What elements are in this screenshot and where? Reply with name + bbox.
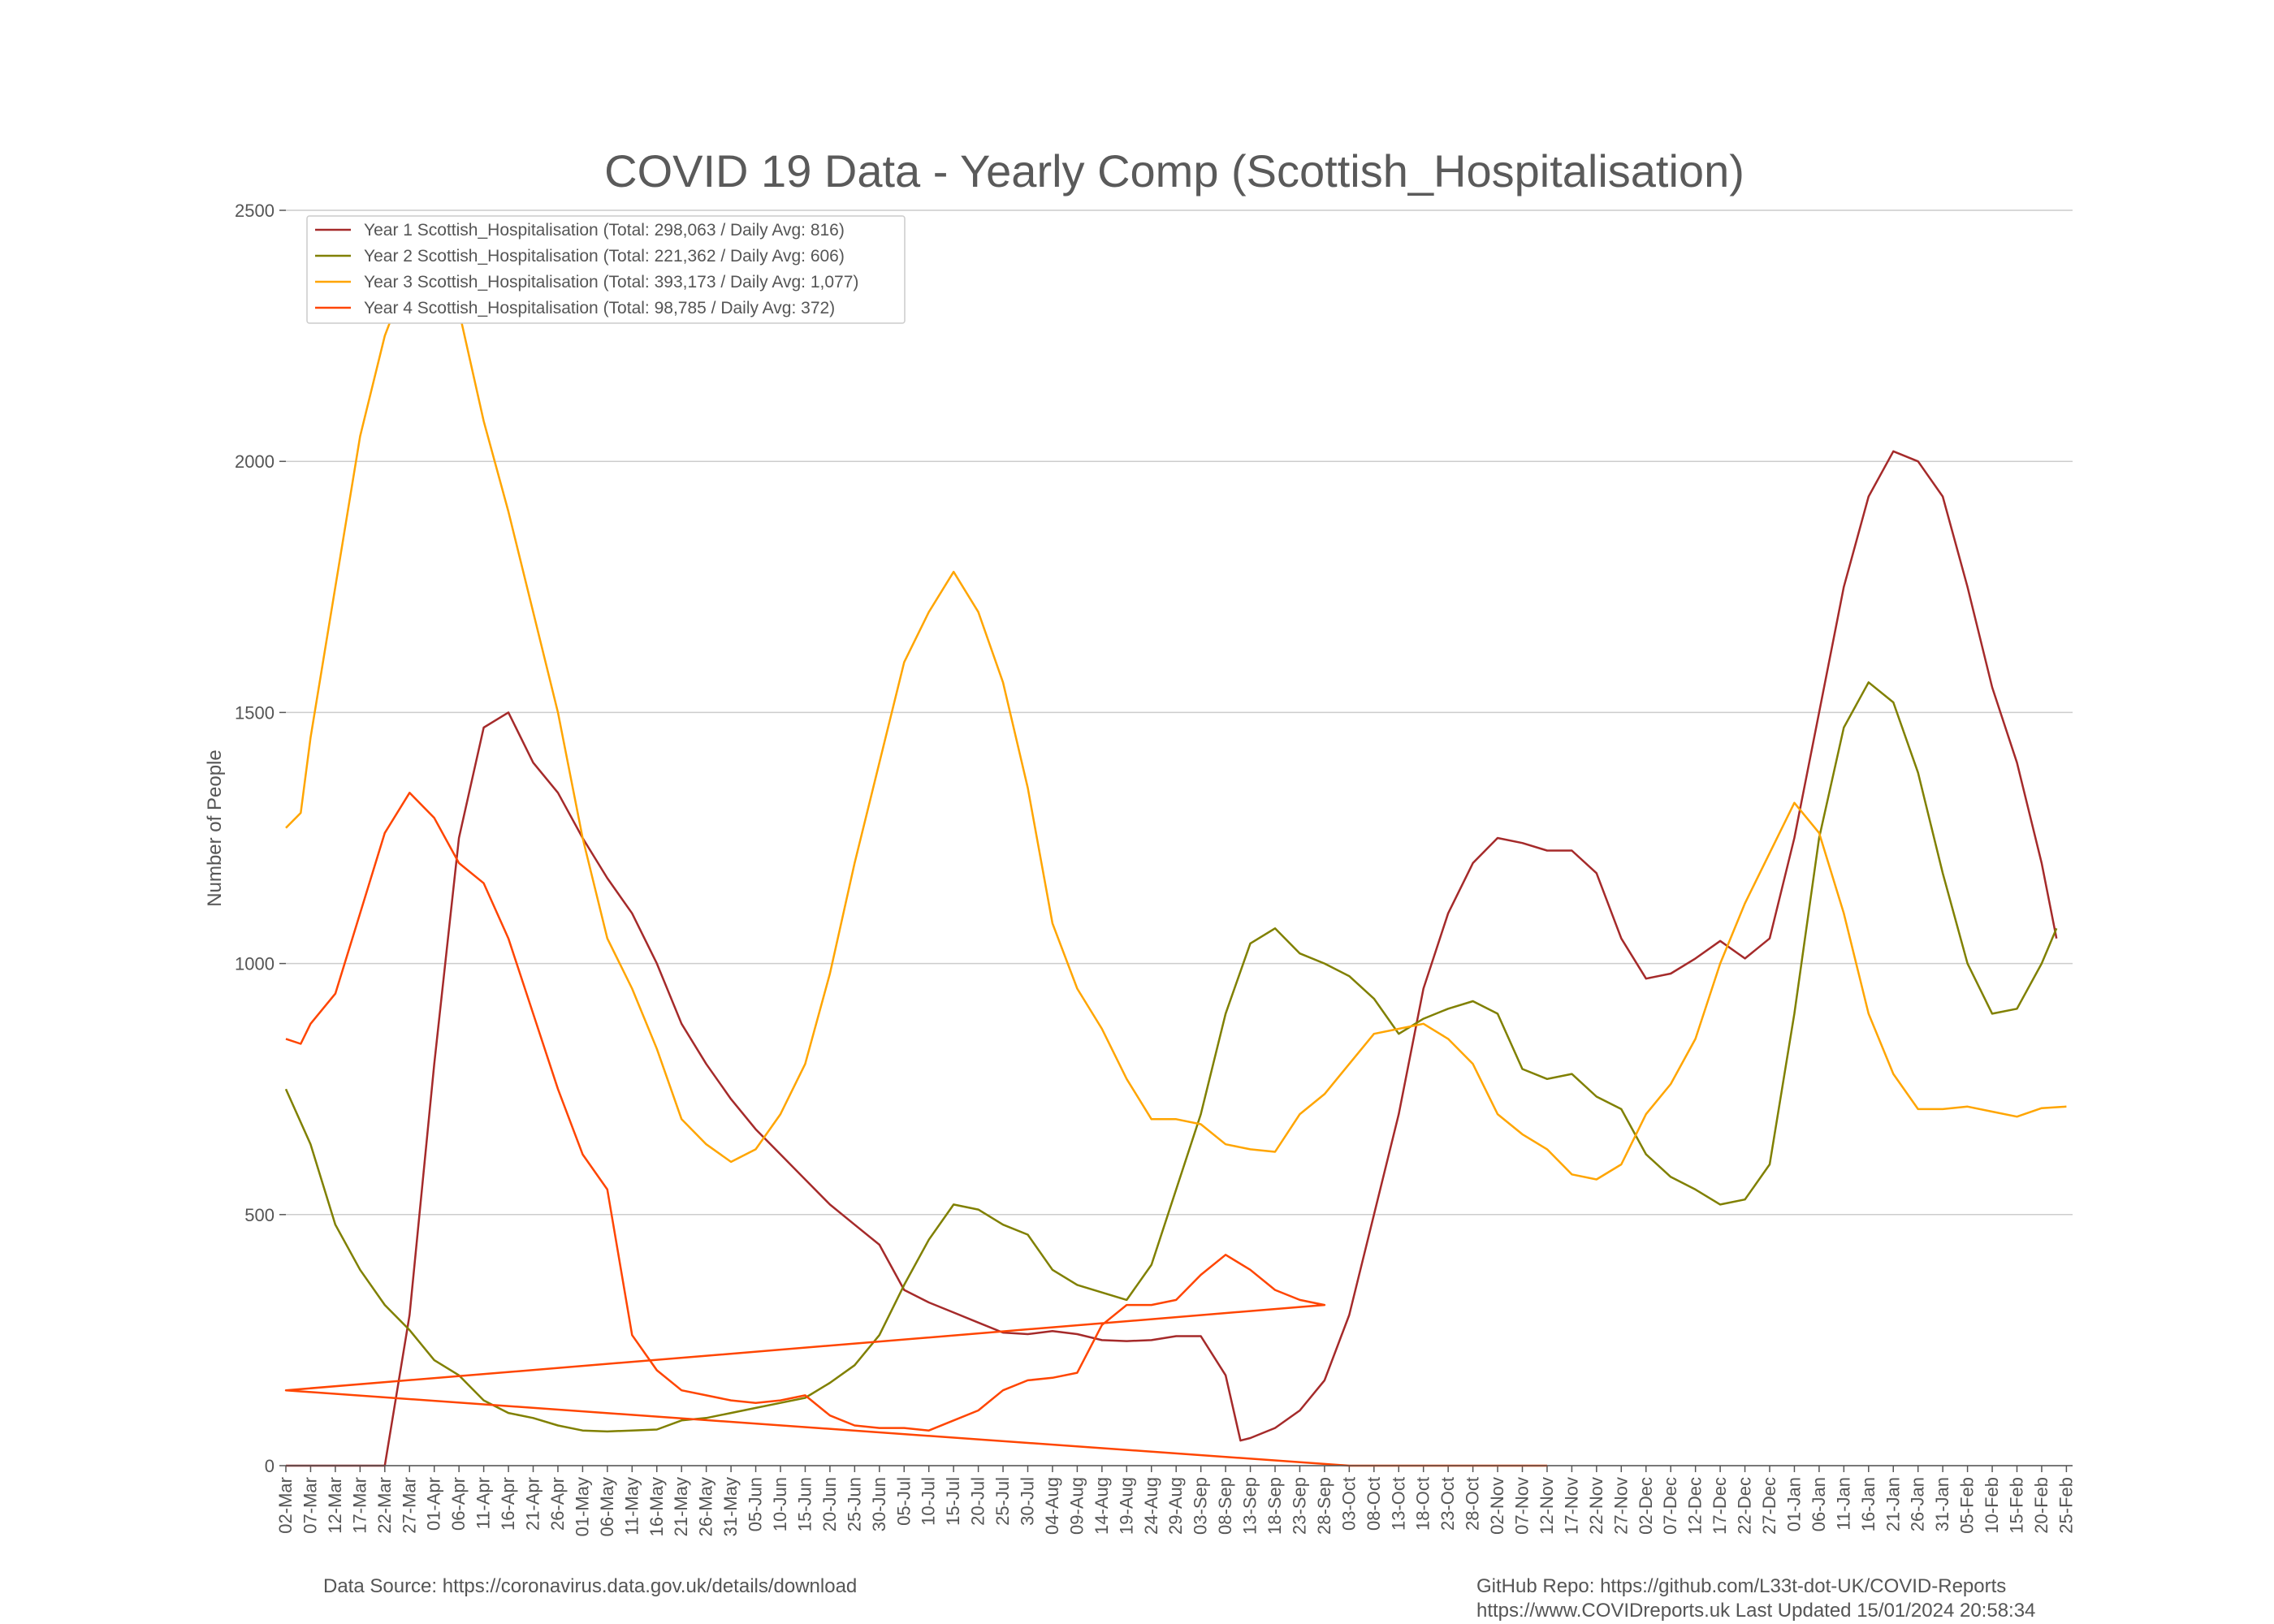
x-tick-label: 07-Dec — [1660, 1477, 1680, 1535]
x-tick-label: 19-Aug — [1116, 1477, 1136, 1535]
x-tick-label: 21-May — [671, 1477, 691, 1536]
series-lines — [284, 249, 2067, 1467]
x-tick-label: 02-Nov — [1487, 1477, 1507, 1535]
x-tick-label: 23-Sep — [1289, 1477, 1309, 1535]
x-tick-label: 01-May — [572, 1477, 592, 1536]
site-updated-text[interactable]: https://www.COVIDreports.uk Last Updated… — [1476, 1600, 2036, 1622]
y-axis-label: Number of People — [204, 749, 226, 906]
x-tick-label: 25-Jul — [992, 1477, 1013, 1526]
x-tick-label: 02-Mar — [275, 1477, 296, 1534]
x-tick-label: 15-Jul — [943, 1477, 963, 1526]
x-tick-label: 10-Jun — [770, 1477, 790, 1531]
x-tick-label: 09-Aug — [1066, 1477, 1087, 1535]
x-tick-label: 27-Nov — [1610, 1477, 1631, 1535]
series-line-year-3 — [285, 249, 2067, 1181]
legend-label-year-2[interactable]: Year 2 Scottish_Hospitalisation (Total: … — [364, 247, 845, 266]
y-tick-label: 2500 — [235, 201, 275, 221]
x-tick-label: 11-May — [621, 1477, 642, 1535]
x-tick-label: 15-Feb — [2007, 1477, 2027, 1534]
x-tick-label: 29-Aug — [1165, 1477, 1186, 1535]
x-tick-label: 10-Jul — [919, 1477, 939, 1526]
x-tick-label: 07-Nov — [1512, 1477, 1533, 1535]
x-tick-label: 26-Jan — [1908, 1477, 1928, 1531]
x-tick-label: 27-Mar — [399, 1477, 419, 1534]
x-tick-label: 26-Apr — [547, 1477, 568, 1531]
x-axis-ticks: 02-Mar 07-Mar 12-Mar 17-Mar 22-Mar 27-Mar 01-A… — [275, 1466, 2076, 1536]
y-tick-label: 0 — [265, 1456, 275, 1476]
x-tick-label: 23-Oct — [1437, 1477, 1458, 1531]
x-tick-label: 04-Aug — [1042, 1477, 1062, 1535]
x-tick-label: 28-Sep — [1314, 1477, 1334, 1535]
x-tick-label: 05-Jul — [893, 1477, 914, 1526]
x-tick-label: 05-Feb — [1957, 1477, 1978, 1534]
legend[interactable]: Year 1 Scottish_Hospitalisation (Total: … — [306, 215, 906, 324]
x-tick-label: 15-Jun — [794, 1477, 815, 1531]
x-tick-label: 16-Jan — [1858, 1477, 1878, 1531]
legend-label-year-3[interactable]: Year 3 Scottish_Hospitalisation (Total: … — [364, 273, 858, 292]
x-tick-label: 20-Jul — [968, 1477, 988, 1526]
y-tick-label: 2000 — [235, 451, 275, 472]
legend-label-year-4[interactable]: Year 4 Scottish_Hospitalisation (Total: … — [364, 299, 835, 317]
x-tick-label: 02-Dec — [1636, 1477, 1656, 1535]
x-tick-label: 16-Apr — [498, 1477, 518, 1531]
x-tick-label: 13-Oct — [1388, 1477, 1408, 1531]
x-tick-label: 11-Apr — [473, 1477, 494, 1529]
x-tick-label: 03-Sep — [1191, 1477, 1211, 1535]
series-line-year-4 — [284, 792, 1547, 1467]
x-tick-label: 10-Feb — [1982, 1477, 2002, 1534]
x-tick-label: 08-Oct — [1364, 1477, 1384, 1531]
x-tick-label: 31-Jan — [1932, 1477, 1952, 1531]
x-tick-label: 21-Apr — [523, 1477, 543, 1531]
github-repo-text[interactable]: GitHub Repo: https://github.com/L33t-dot… — [1476, 1575, 2007, 1597]
x-tick-label: 14-Aug — [1092, 1477, 1112, 1535]
x-tick-label: 06-May — [597, 1477, 617, 1536]
x-tick-label: 06-Jan — [1809, 1477, 1829, 1531]
x-tick-label: 01-Apr — [424, 1477, 444, 1531]
x-tick-label: 12-Mar — [325, 1477, 345, 1534]
x-tick-label: 17-Dec — [1710, 1477, 1730, 1535]
x-tick-label: 07-Mar — [300, 1477, 320, 1534]
x-tick-label: 22-Dec — [1735, 1477, 1755, 1535]
x-tick-label: 30-Jun — [869, 1477, 889, 1531]
x-tick-label: 28-Oct — [1463, 1477, 1483, 1531]
x-tick-label: 08-Sep — [1215, 1477, 1235, 1535]
chart-title: COVID 19 Data - Yearly Comp (Scottish_Ho… — [604, 145, 1744, 197]
x-tick-label: 20-Feb — [2031, 1477, 2051, 1534]
x-tick-label: 17-Nov — [1561, 1477, 1581, 1535]
x-tick-label: 03-Oct — [1338, 1477, 1359, 1531]
x-tick-label: 06-Apr — [448, 1477, 469, 1531]
x-tick-label: 13-Sep — [1240, 1477, 1260, 1535]
y-tick-label: 1000 — [235, 954, 275, 974]
x-tick-label: 31-May — [720, 1477, 741, 1536]
x-tick-label: 12-Dec — [1685, 1477, 1706, 1535]
legend-label-year-1[interactable]: Year 1 Scottish_Hospitalisation (Total: … — [364, 221, 845, 240]
x-tick-label: 24-Aug — [1141, 1477, 1161, 1535]
x-tick-label: 18-Oct — [1413, 1477, 1433, 1531]
x-tick-label: 30-Jul — [1018, 1477, 1038, 1526]
y-tick-label: 500 — [244, 1205, 275, 1225]
x-tick-label: 16-May — [646, 1477, 667, 1536]
x-tick-label: 01-Jan — [1783, 1477, 1804, 1531]
x-tick-label: 26-May — [696, 1477, 716, 1536]
data-source-text: Data Source: https://coronavirus.data.go… — [323, 1575, 858, 1597]
x-tick-label: 18-Sep — [1265, 1477, 1285, 1535]
y-tick-label: 1500 — [235, 702, 275, 723]
x-tick-label: 20-Jun — [819, 1477, 840, 1531]
x-tick-label: 27-Dec — [1759, 1477, 1779, 1535]
x-tick-label: 11-Jan — [1833, 1477, 1853, 1531]
x-tick-label: 17-Mar — [349, 1477, 370, 1534]
y-axis-ticks: 0 500 1000 1500 2000 2500 — [235, 201, 286, 1476]
gridlines — [286, 209, 2073, 1466]
x-tick-label: 12-Nov — [1537, 1477, 1557, 1535]
x-tick-label: 22-Mar — [374, 1477, 395, 1534]
x-tick-label: 21-Jan — [1883, 1477, 1903, 1531]
series-line-year-1 — [286, 450, 2058, 1467]
x-tick-label: 22-Nov — [1586, 1477, 1606, 1535]
x-tick-label: 25-Jun — [844, 1477, 864, 1531]
legend-box — [306, 215, 906, 324]
x-tick-label: 05-Jun — [746, 1477, 766, 1531]
x-tick-label: 25-Feb — [2056, 1477, 2076, 1534]
series-line-year-2 — [284, 681, 2058, 1433]
